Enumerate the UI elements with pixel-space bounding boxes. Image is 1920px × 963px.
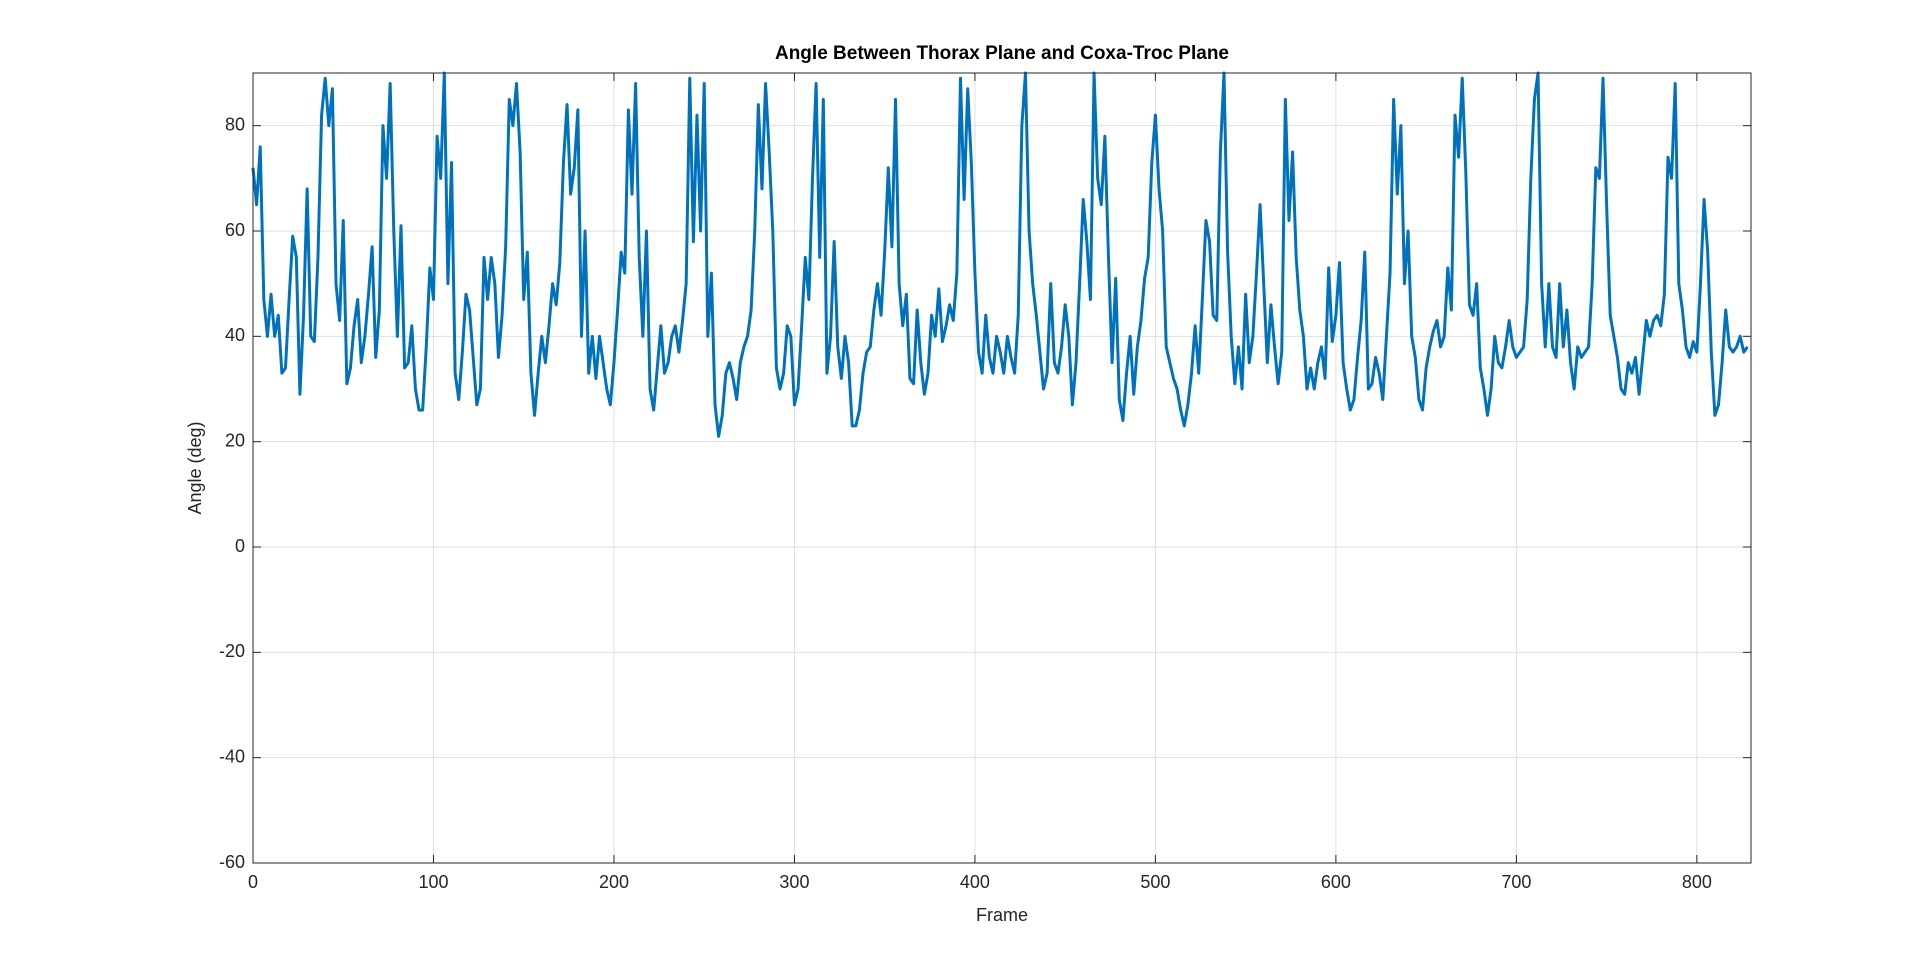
y-tick-label: 40 [225, 325, 245, 345]
y-tick-label: -40 [219, 746, 245, 766]
y-tick-label: 0 [235, 536, 245, 556]
data-line [251, 71, 1749, 438]
x-tick-label: 400 [960, 872, 990, 892]
y-tick-label: 80 [225, 114, 245, 134]
y-tick-label: 20 [225, 430, 245, 450]
x-axis-label: Frame [976, 905, 1028, 925]
y-axis-label: Angle (deg) [185, 421, 205, 514]
y-tick-label: 60 [225, 220, 245, 240]
x-tick-label: 300 [779, 872, 809, 892]
x-tick-label: 700 [1501, 872, 1531, 892]
y-tick-label: -60 [219, 852, 245, 872]
x-tick-label: 0 [248, 872, 258, 892]
chart-title: Angle Between Thorax Plane and Coxa-Troc… [775, 43, 1229, 64]
x-tick-label: 200 [599, 872, 629, 892]
x-tick-label: 800 [1682, 872, 1712, 892]
x-tick-label: 500 [1140, 872, 1170, 892]
plot-area [253, 73, 1751, 863]
y-tick-label: -20 [219, 641, 245, 661]
plot-frame [252, 72, 1752, 864]
x-tick-label: 600 [1321, 872, 1351, 892]
x-tick-label: 100 [418, 872, 448, 892]
